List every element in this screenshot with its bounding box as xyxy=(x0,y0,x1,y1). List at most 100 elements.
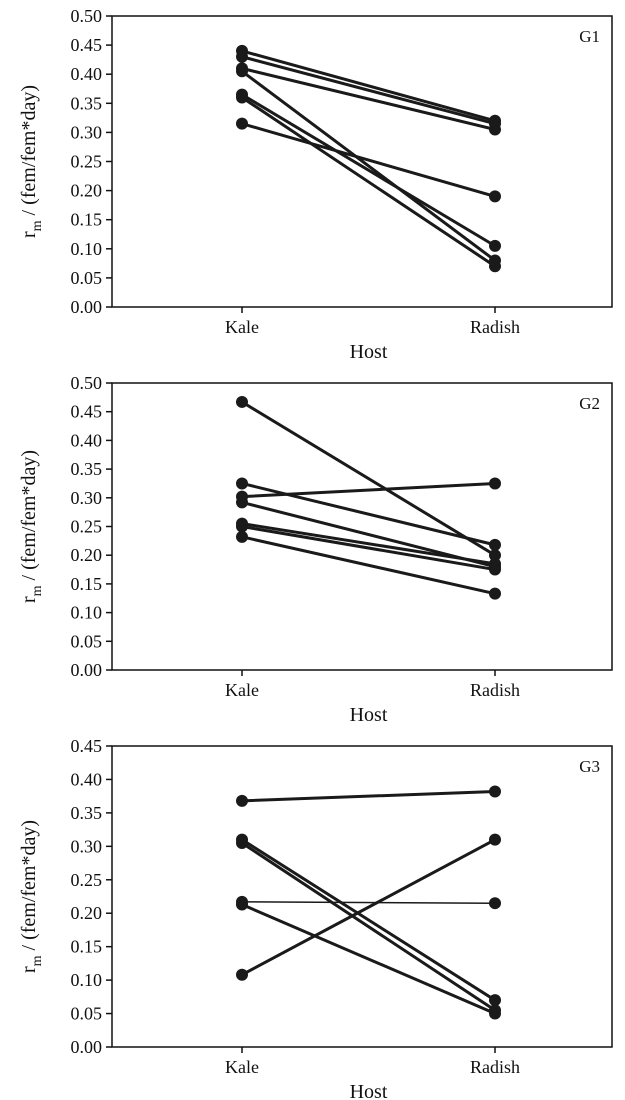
x-axis-title: Host xyxy=(350,1081,388,1100)
y-tick-label: 0.30 xyxy=(71,122,103,142)
data-point-radish xyxy=(489,123,501,136)
series-line-2 xyxy=(240,838,497,1002)
y-tick-label: 0.10 xyxy=(71,970,103,990)
series-line-5 xyxy=(240,522,497,566)
data-point-radish xyxy=(489,239,501,252)
y-tick-label: 0.15 xyxy=(71,210,103,230)
y-tick-label: 0.20 xyxy=(71,545,103,565)
data-point-radish xyxy=(489,190,501,203)
series-line-6 xyxy=(240,525,497,572)
y-tick-label: 0.35 xyxy=(71,803,103,823)
data-point-kale xyxy=(236,477,248,490)
x-tick-label-radish: Radish xyxy=(470,680,520,700)
x-tick-label-radish: Radish xyxy=(470,1057,520,1077)
data-point-radish xyxy=(489,549,501,562)
y-tick-label: 0.30 xyxy=(71,488,103,508)
data-point-kale xyxy=(236,968,248,981)
y-tick-label: 0.05 xyxy=(71,268,103,288)
y-tick-label: 0.45 xyxy=(71,736,103,756)
series-line-3 xyxy=(240,66,497,131)
y-tick-label: 0.00 xyxy=(71,297,103,317)
y-tick-label: 0.15 xyxy=(71,574,103,594)
y-axis-title-main: r xyxy=(18,231,40,238)
data-point-radish xyxy=(489,563,501,576)
y-tick-label: 0.25 xyxy=(71,870,103,890)
panel-label: G2 xyxy=(579,394,600,413)
y-tick-label: 0.10 xyxy=(71,603,103,623)
y-axis-title-unit: / (fem/fem*day) xyxy=(18,85,40,221)
y-axis-title-subscript: m xyxy=(30,955,45,966)
y-tick-label: 0.10 xyxy=(71,239,103,259)
series-line-1 xyxy=(240,49,497,123)
y-tick-label: 0.20 xyxy=(71,181,103,201)
panel-label: G1 xyxy=(579,27,600,46)
y-tick-label: 0.35 xyxy=(71,93,103,113)
data-point-radish xyxy=(489,1007,501,1020)
chart-panel-1: 0.00 0.05 0.10 0.15 0.20 0.25 0.30 0.35 0.40 0.45… xyxy=(18,6,613,363)
x-axis-title: Host xyxy=(350,704,388,726)
y-tick-label: 0.40 xyxy=(71,430,103,450)
data-point-radish xyxy=(489,785,501,798)
y-axis-title: rm / (fem/fem*day) xyxy=(18,85,45,238)
y-tick-label: 0.35 xyxy=(71,459,103,479)
y-tick-label: 0.30 xyxy=(71,836,103,856)
data-point-kale xyxy=(236,836,248,849)
series-line-5 xyxy=(240,903,497,1016)
plot-frame xyxy=(111,745,613,1048)
x-tick-label-kale: Kale xyxy=(225,680,259,700)
y-tick-label: 0.50 xyxy=(71,6,103,26)
x-tick-label-kale: Kale xyxy=(225,317,259,337)
data-point-kale xyxy=(236,50,248,63)
data-point-radish xyxy=(489,477,501,490)
y-tick-label: 0.00 xyxy=(71,1037,103,1057)
y-tick-label: 0.50 xyxy=(71,373,103,393)
y-axis-title: rm / (fem/fem*day) xyxy=(18,820,45,973)
y-axis-title-subscript: m xyxy=(30,220,45,231)
data-point-radish xyxy=(489,260,501,273)
y-tick-label: 0.45 xyxy=(71,35,103,55)
panel-label: G3 xyxy=(579,757,600,776)
series-line-3 xyxy=(240,481,497,499)
series-line-1 xyxy=(240,789,497,803)
data-point-kale xyxy=(236,496,248,509)
data-point-kale xyxy=(236,395,248,408)
series-line-7 xyxy=(240,122,497,198)
x-tick-label-radish: Radish xyxy=(470,317,520,337)
series-line-5 xyxy=(240,93,497,248)
data-point-radish xyxy=(489,897,501,910)
x-tick-label-kale: Kale xyxy=(225,1057,259,1077)
y-axis-title: rm / (fem/fem*day) xyxy=(18,450,45,603)
series-line-6 xyxy=(240,95,497,268)
data-point-kale xyxy=(236,117,248,130)
series-line-4 xyxy=(241,901,496,904)
y-tick-label: 0.25 xyxy=(71,517,103,537)
data-point-kale xyxy=(236,794,248,807)
data-point-radish xyxy=(489,994,501,1007)
data-point-kale xyxy=(236,530,248,543)
series-line-1 xyxy=(240,400,497,557)
x-axis-title: Host xyxy=(350,341,388,363)
y-tick-label: 0.05 xyxy=(71,631,103,651)
y-tick-label: 0.15 xyxy=(71,937,103,957)
series-line-4 xyxy=(240,69,497,262)
data-point-radish xyxy=(489,587,501,600)
y-tick-label: 0.20 xyxy=(71,903,103,923)
chart-panel-3: 0.00 0.05 0.10 0.15 0.20 0.25 0.30 0.35 0.40 0.45… xyxy=(18,736,613,1100)
data-point-kale xyxy=(236,91,248,104)
y-tick-label: 0.40 xyxy=(71,769,103,789)
y-axis-title-unit: / (fem/fem*day) xyxy=(18,820,40,956)
y-tick-label: 0.25 xyxy=(71,152,103,172)
series-line-7 xyxy=(240,535,497,596)
y-axis-title-subscript: m xyxy=(30,585,45,596)
series-line-6 xyxy=(240,838,497,977)
data-point-kale xyxy=(236,898,248,911)
y-tick-label: 0.00 xyxy=(71,660,103,680)
data-point-radish xyxy=(489,833,501,846)
y-tick-label: 0.05 xyxy=(71,1004,103,1024)
chart-panel-2: 0.00 0.05 0.10 0.15 0.20 0.25 0.30 0.35 0.40 0.45… xyxy=(18,373,613,726)
y-tick-label: 0.40 xyxy=(71,64,103,84)
y-axis-title-main: r xyxy=(18,596,40,603)
data-point-kale xyxy=(236,65,248,78)
data-point-radish xyxy=(489,538,501,551)
